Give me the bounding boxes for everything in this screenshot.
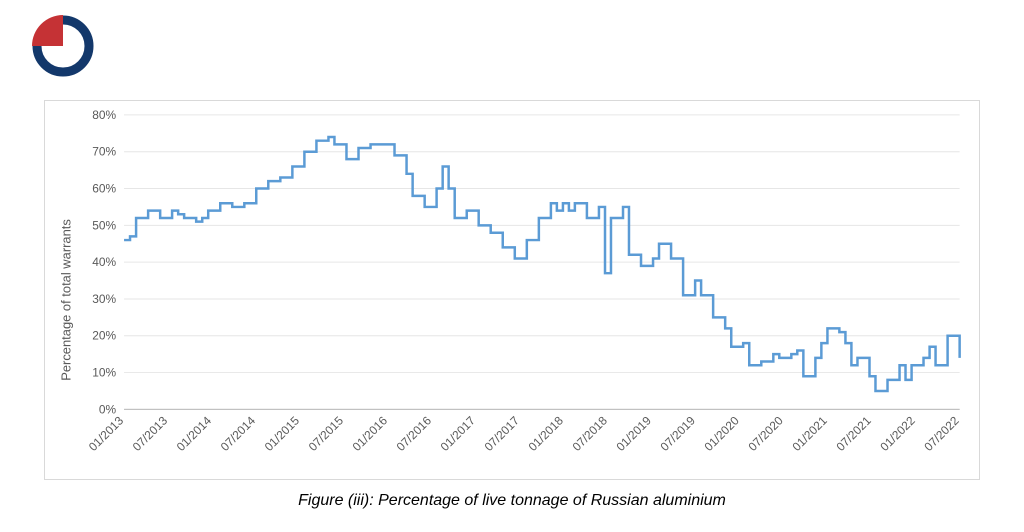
- y-tick-label: 70%: [92, 145, 116, 159]
- x-tick-label: 07/2019: [658, 413, 699, 454]
- x-tick-label: 07/2014: [218, 413, 259, 454]
- brand-logo-svg: [28, 8, 98, 78]
- x-tick-label: 07/2020: [745, 413, 786, 454]
- x-tick-label: 07/2015: [306, 413, 347, 454]
- x-tick-label: 01/2015: [262, 413, 303, 454]
- data-series: [124, 137, 960, 391]
- y-axis-title-group: Percentage of total warrants: [58, 219, 73, 381]
- x-tick-label: 07/2021: [833, 413, 874, 454]
- y-tick-label: 0%: [99, 402, 117, 416]
- x-tick-label: 01/2016: [350, 413, 391, 454]
- x-tick-label: 07/2018: [570, 413, 611, 454]
- x-tick-label: 07/2013: [130, 413, 171, 454]
- y-tick-label: 40%: [92, 255, 116, 269]
- x-tick-label: 01/2022: [877, 413, 918, 454]
- y-tick-label: 20%: [92, 329, 116, 343]
- logo-wedge: [32, 15, 63, 46]
- gridlines: [124, 115, 960, 409]
- x-tick-label: 01/2021: [789, 413, 830, 454]
- y-axis-title: Percentage of total warrants: [58, 219, 73, 381]
- figure-caption: Figure (iii): Percentage of live tonnage…: [0, 492, 1024, 510]
- y-tick-label: 30%: [92, 292, 116, 306]
- x-tick-label: 01/2019: [614, 413, 655, 454]
- x-tick-label: 07/2022: [921, 413, 962, 454]
- chart-svg: Percentage of total warrants 0% 10% 20% 30%…: [45, 101, 979, 479]
- x-tick-label: 07/2016: [394, 413, 435, 454]
- y-tick-label: 60%: [92, 182, 116, 196]
- y-tick-label: 10%: [92, 366, 116, 380]
- x-tick-label: 01/2018: [526, 413, 567, 454]
- x-tick-label: 01/2013: [86, 413, 127, 454]
- x-tick-label: 07/2017: [482, 413, 523, 454]
- x-tick-label: 01/2017: [438, 413, 479, 454]
- y-tick-label: 80%: [92, 108, 116, 122]
- y-tick-labels: 0% 10% 20% 30% 40% 50% 60% 70% 80%: [92, 108, 116, 416]
- x-tick-label: 01/2014: [174, 413, 215, 454]
- x-tick-labels: 01/201307/201301/201407/201401/201507/20…: [86, 413, 962, 454]
- brand-logo: [28, 8, 98, 78]
- x-tick-label: 01/2020: [701, 413, 742, 454]
- chart-container: Percentage of total warrants 0% 10% 20% 30%…: [44, 100, 980, 480]
- y-tick-label: 50%: [92, 218, 116, 232]
